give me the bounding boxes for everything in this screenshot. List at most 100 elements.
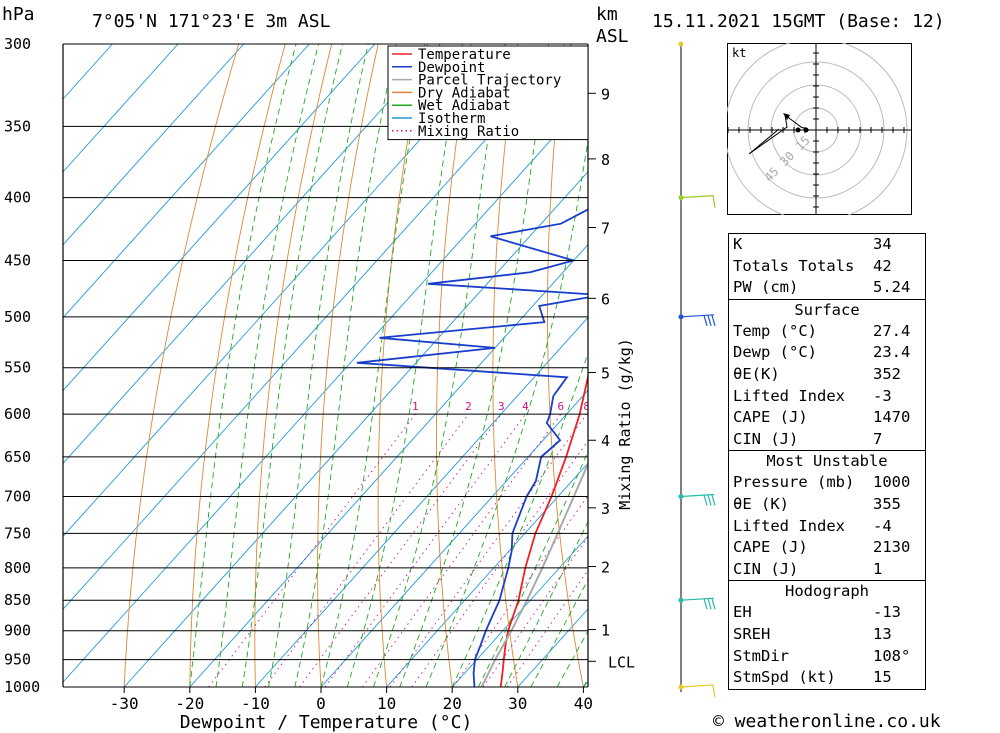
footer-credit[interactable]: © weatheronline.co.uk [713, 711, 941, 732]
surface-section: Surface Temp (°C) 27.4 Dewp (°C) 23.4 θE(K… [728, 298, 926, 451]
mixing-ratio-axis-label: Mixing Ratio (g/kg) [616, 338, 634, 510]
index-row: StmDir 108° [733, 646, 911, 665]
parcel-trajectory-curve [480, 461, 588, 687]
legend-entry: Parcel Trajectory [418, 73, 561, 89]
km-tick-label: 4 [601, 432, 610, 450]
wind-barb-feather [707, 598, 712, 610]
wind-barb-feather [707, 315, 712, 326]
mixing-ratio-line [208, 413, 416, 687]
wind-barb-feather [711, 598, 716, 610]
km-tick-label: 3 [601, 500, 610, 518]
dry-adiabat-line [436, 44, 472, 687]
index-row: PW (cm) 5.24 [733, 278, 911, 297]
wind-barb-feather [711, 315, 716, 326]
index-row: K 34 [733, 235, 892, 253]
pressure-tick-label: 700 [4, 488, 31, 506]
date-label: 15.11.2021 15GMT (Base: 12) [652, 11, 945, 32]
index-row: Lifted Index -4 [733, 516, 892, 535]
hpa-label: hPa [2, 4, 35, 25]
km-tick-label: LCL [608, 653, 635, 671]
wet-adiabat-line [530, 578, 588, 687]
wind-barb [680, 597, 715, 601]
wind-profile-column [678, 41, 716, 698]
dry-adiabat-line [189, 44, 286, 687]
km-tick-label: 5 [601, 365, 610, 383]
index-row: CIN (J) 1 [733, 559, 883, 578]
hodograph-point [803, 127, 809, 133]
index-row: CIN (J) 7 [733, 429, 883, 448]
index-row: Dewp (°C) 23.4 [733, 343, 911, 362]
pressure-tick-label: 300 [4, 35, 31, 53]
indices-panel: K 34 Totals Totals 42 PW (cm) 5.24 Surface … [728, 233, 926, 690]
mixing-ratio-label: 4 [522, 400, 529, 413]
isotherm-line [320, 389, 588, 687]
wind-barb [680, 195, 716, 208]
x-axis-label: Dewpoint / Temperature (°C) [180, 712, 473, 733]
mixing-ratio-line [411, 440, 588, 687]
index-row: CAPE (J) 1470 [733, 408, 911, 427]
legend-entry: Isotherm [418, 111, 485, 127]
dewpoint-curve [356, 208, 588, 687]
isotherm-line [189, 243, 588, 687]
km-label: km [596, 4, 618, 25]
dry-adiabat-line [123, 44, 240, 687]
index-row: SREH 13 [733, 624, 892, 643]
pressure-tick-label: 850 [4, 591, 31, 609]
x-tick-label: 40 [574, 694, 593, 713]
hodograph-section: Hodograph EH -13 SREH 13 StmDir 108° StmSpd… [728, 580, 926, 690]
isotherm-line [63, 44, 441, 465]
asl-label: ASL [596, 26, 629, 47]
hodograph-point [795, 127, 801, 133]
legend-entry: Mixing Ratio [418, 124, 519, 140]
dry-adiabat-line [492, 44, 519, 687]
mixing-ratio-label: 15 [639, 400, 652, 413]
wind-barb-feather [703, 494, 708, 506]
section-title: Hodograph [785, 582, 869, 601]
pressure-tick-label: 950 [4, 651, 31, 669]
isotherm-line [63, 98, 588, 683]
wet-adiabat-line [189, 44, 297, 687]
index-row: Totals Totals 42 [733, 256, 892, 275]
index-row: θE(K) 352 [733, 364, 901, 383]
mixing-ratio-line [482, 536, 588, 687]
index-row: Pressure (mb) 1000 [733, 473, 911, 492]
section-title: Most Unstable [766, 452, 888, 471]
index-row: Temp (°C) 27.4 [733, 321, 911, 340]
isotherm-line [255, 316, 588, 687]
most-unstable-section: Most Unstable Pressure (mb) 1000 θE (K) 35… [728, 450, 926, 581]
pressure-tick-label: 500 [4, 308, 31, 326]
km-tick-label: 1 [601, 622, 610, 640]
legend-entry: Temperature [418, 47, 511, 63]
wind-barb-feather [703, 315, 708, 326]
mixing-ratio-line [264, 413, 469, 687]
index-row: StmSpd (kt) 15 [733, 668, 892, 687]
index-row: CAPE (J) 2130 [733, 538, 911, 557]
hodograph-frame [727, 43, 912, 215]
pressure-tick-label: 650 [4, 448, 31, 466]
pressure-tick-label: 750 [4, 524, 31, 542]
wet-adiabat-line [215, 44, 320, 687]
section-title: Surface [794, 300, 860, 319]
wind-barb [680, 314, 715, 318]
index-row: EH -13 [733, 603, 901, 622]
dry-adiabat-line [547, 44, 584, 687]
legend-entry: Wet Adiabat [418, 98, 511, 114]
legend-box [387, 45, 589, 141]
pressure-tick-label: 800 [4, 559, 31, 577]
indices-section: K 34 Totals Totals 42 PW (cm) 5.24 [728, 233, 926, 299]
x-tick-label: 30 [508, 694, 527, 713]
wind-barb [680, 684, 716, 698]
pressure-tick-label: 900 [4, 622, 31, 640]
isotherm-line [63, 44, 310, 319]
x-tick-label: 0 [316, 694, 326, 713]
x-tick-label: 10 [377, 694, 396, 713]
x-tick-label: -30 [110, 694, 139, 713]
dry-adiabat-line [983, 44, 1000, 687]
km-tick-label: 8 [601, 151, 610, 169]
mixing-ratio-label: 10 [601, 400, 614, 413]
km-tick-label: 7 [601, 219, 610, 237]
legend-entry: Dry Adiabat [418, 85, 511, 101]
pressure-tick-label: 600 [4, 405, 31, 423]
hodograph-unit-label: kt [732, 46, 746, 60]
